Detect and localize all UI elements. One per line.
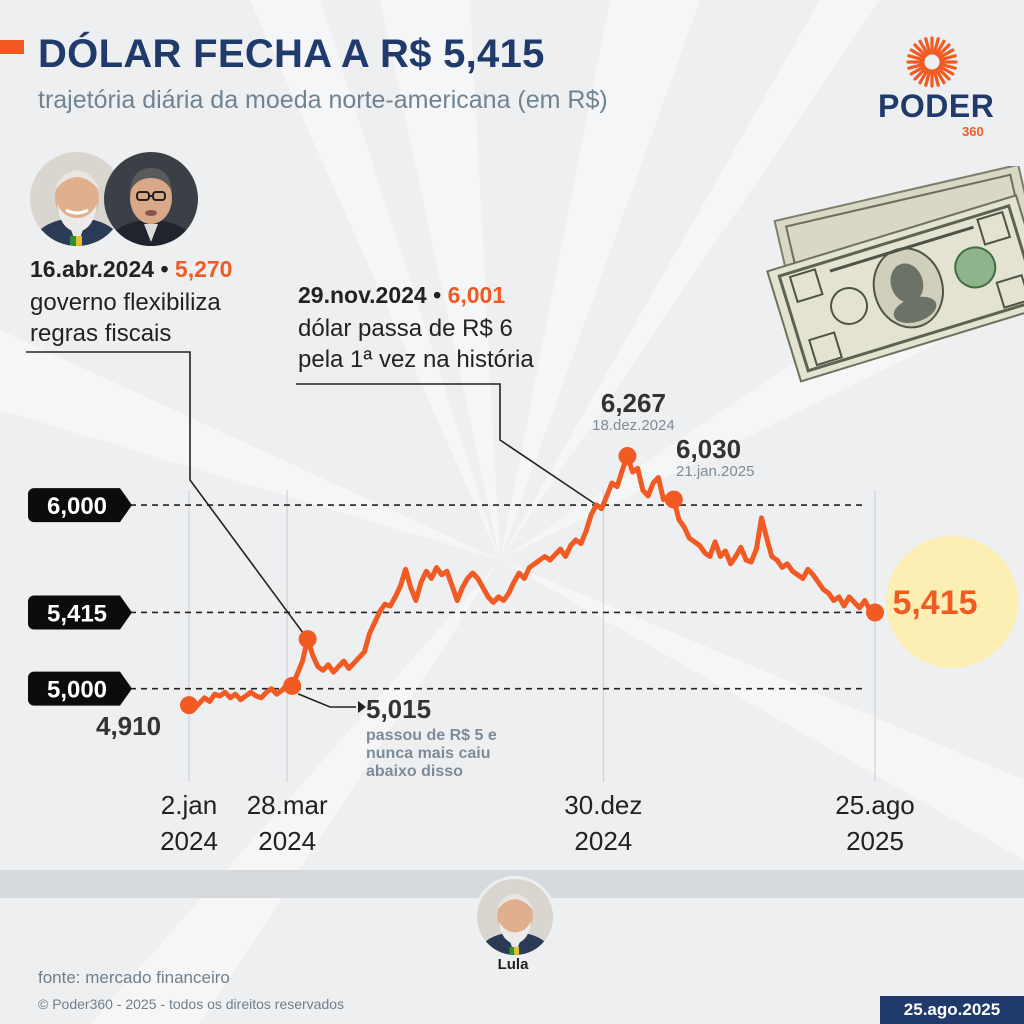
- x-tick-year: 2024: [258, 826, 316, 856]
- sun-ray: [936, 43, 951, 58]
- mar-point: [283, 676, 302, 695]
- logo-number: 360: [962, 124, 984, 139]
- sun-ray: [934, 39, 946, 56]
- note-six: 29.nov.2024 • 6,001 dólar passa de R$ 6 …: [298, 282, 534, 373]
- x-tick-year: 2024: [574, 826, 632, 856]
- sun-ray: [939, 54, 957, 62]
- start-value-label: 4,910: [96, 711, 161, 741]
- peak-point: [618, 447, 637, 466]
- mar-note-line: passou de R$ 5 e: [366, 727, 497, 744]
- mar-note-line: nunca mais caiu: [366, 745, 491, 762]
- x-tick-year: 2025: [846, 826, 904, 856]
- end-point: [866, 603, 884, 622]
- x-tick-label: 28.mar: [247, 790, 328, 820]
- note-fiscal-value: 5,270: [174, 256, 233, 282]
- sun-ray: [924, 69, 932, 87]
- gridline-label: 6,000: [47, 493, 107, 520]
- sun-ray: [907, 62, 925, 70]
- x-tick-label: 30.dez: [564, 790, 642, 820]
- sun-ray: [932, 69, 940, 87]
- sun-ray: [918, 68, 930, 85]
- lula-timeline-avatar: [474, 876, 556, 958]
- gridline-label: 5,415: [47, 600, 107, 627]
- sun-ray: [939, 62, 957, 70]
- note-fiscal-date: 16.abr.2024: [30, 256, 155, 282]
- note-six-value: 6,001: [447, 282, 506, 308]
- logo-wordmark: PODER: [878, 88, 995, 124]
- mar-arrow-line: [297, 693, 356, 708]
- sun-ray: [913, 43, 928, 58]
- note-six-line1: dólar passa de R$ 6: [298, 315, 513, 342]
- end-value-halo: [886, 536, 1018, 668]
- poder360-logo: PODER 360: [878, 36, 995, 140]
- chart-subtitle: trajetória diária da moeda norte-america…: [38, 86, 608, 114]
- start-point: [180, 696, 198, 715]
- sun-ray: [936, 66, 951, 81]
- sun-ray: [909, 48, 926, 60]
- lula-portrait: [30, 152, 124, 246]
- sun-ray: [918, 39, 930, 56]
- x-tick-year: 2024: [160, 826, 218, 856]
- sun-ray: [938, 48, 955, 60]
- haddad-portrait: [104, 152, 198, 246]
- end-value-label: 5,415: [892, 584, 977, 622]
- sun-ray: [932, 37, 940, 55]
- mar-note-line: abaixo disso: [366, 763, 463, 780]
- jan-date-label: 21.jan.2025: [676, 463, 754, 480]
- gridline-label-pill: [28, 595, 132, 630]
- date-badge: 25.ago.2025: [880, 996, 1024, 1024]
- mar-value-label: 5,015: [366, 694, 431, 724]
- x-tick-label: 2.jan: [161, 790, 217, 820]
- peak-value-label: 6,267: [601, 388, 666, 418]
- note-fiscal-leader: [26, 351, 309, 640]
- mar-arrow-head: [358, 701, 366, 713]
- jan-point: [664, 490, 683, 509]
- dollar-bills: [766, 166, 1024, 383]
- note-fiscal-line2: regras fiscais: [30, 320, 172, 347]
- note-six-line2: pela 1ª vez na história: [298, 346, 534, 373]
- gridline-label: 5,000: [47, 677, 107, 704]
- source-note: fonte: mercado financeiro: [38, 968, 230, 987]
- gridline-label-pill: [28, 671, 132, 706]
- sun-icon: [906, 36, 958, 88]
- gridline-label-pill: [28, 488, 132, 523]
- president-label: Lula: [497, 956, 529, 973]
- peak-date-label: 18.dez.2024: [592, 417, 675, 434]
- sun-ray: [934, 68, 946, 85]
- note-fiscal: 16.abr.2024 • 5,270 governo flexibiliza …: [30, 256, 233, 347]
- jan-value-label: 6,030: [676, 434, 741, 464]
- sun-ray: [924, 37, 932, 55]
- header-accent-bar: [0, 40, 24, 54]
- note-six-date: 29.nov.2024: [298, 282, 427, 308]
- note-fiscal-line1: governo flexibiliza: [30, 289, 221, 316]
- series-line: [186, 453, 878, 712]
- sun-ray: [907, 54, 925, 62]
- sun-ray: [909, 64, 926, 76]
- sun-ray: [938, 64, 955, 76]
- chart-title: DÓLAR FECHA A R$ 5,415: [38, 32, 545, 76]
- fiscal-point: [298, 630, 317, 649]
- sun-ray: [913, 66, 928, 81]
- note-six-leader: [296, 383, 597, 506]
- copyright-note: © Poder360 - 2025 - todos os direitos re…: [38, 996, 345, 1012]
- x-tick-label: 25.ago: [835, 790, 915, 820]
